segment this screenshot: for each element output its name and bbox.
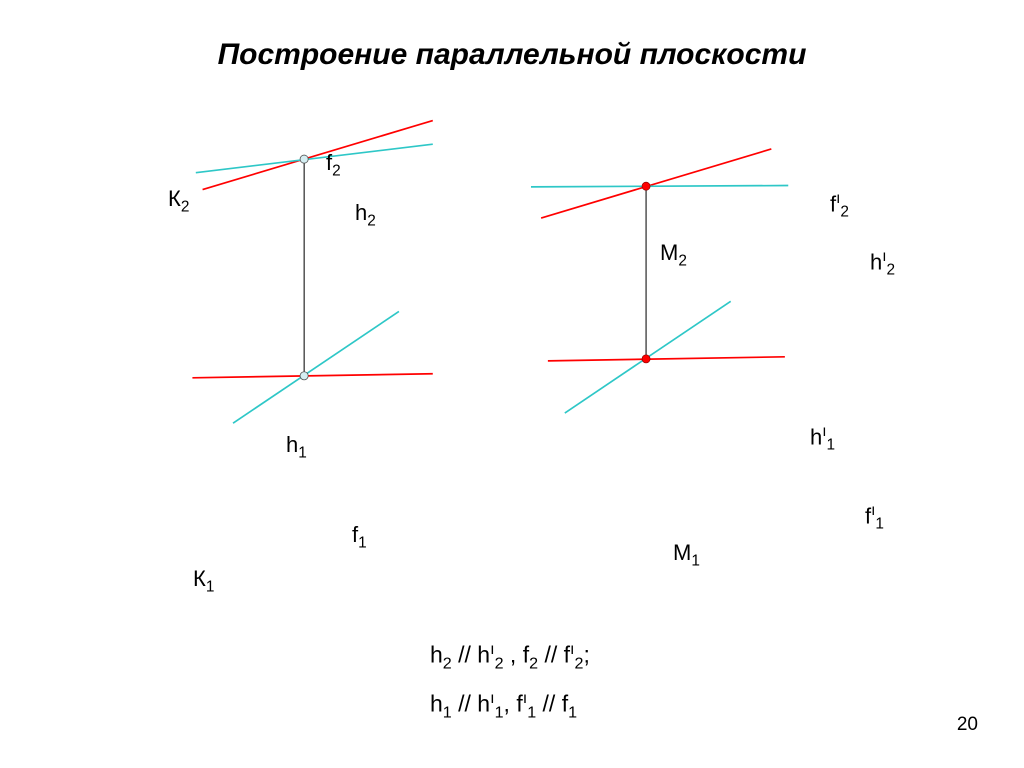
caption-line-1: h2 // hı2 , f2 // fı2; (430, 640, 590, 673)
point-M2 (642, 182, 650, 190)
label-hı1: hı1 (810, 423, 835, 455)
label-h2: h2 (355, 200, 376, 230)
label-hı2: hı2 (870, 248, 895, 280)
label-К2: К2 (168, 186, 189, 216)
page-number: 20 (957, 714, 978, 736)
line-f2 (203, 121, 433, 190)
label-f1: f1 (352, 522, 367, 552)
line-f'2 (541, 149, 771, 218)
caption-line-2: h1 // hı1, fı1 // f1 (430, 689, 590, 722)
line-h1 (233, 311, 399, 423)
line-h'2 (531, 186, 788, 187)
label-М2: М2 (660, 240, 687, 270)
caption: h2 // hı2 , f2 // fı2; h1 // hı1, fı1 //… (430, 640, 590, 739)
line-h2 (196, 144, 433, 172)
point-K2 (300, 155, 308, 163)
point-M1 (642, 355, 650, 363)
point-K1 (300, 372, 308, 380)
label-М1: М1 (673, 540, 700, 570)
label-fı2: fı2 (830, 190, 849, 222)
line-f'1 (548, 357, 785, 361)
label-К1: К1 (193, 566, 214, 596)
line-f1 (192, 374, 432, 378)
label-h1: h1 (286, 432, 307, 462)
label-f2: f2 (326, 150, 341, 180)
label-fı1: fı1 (865, 502, 884, 534)
